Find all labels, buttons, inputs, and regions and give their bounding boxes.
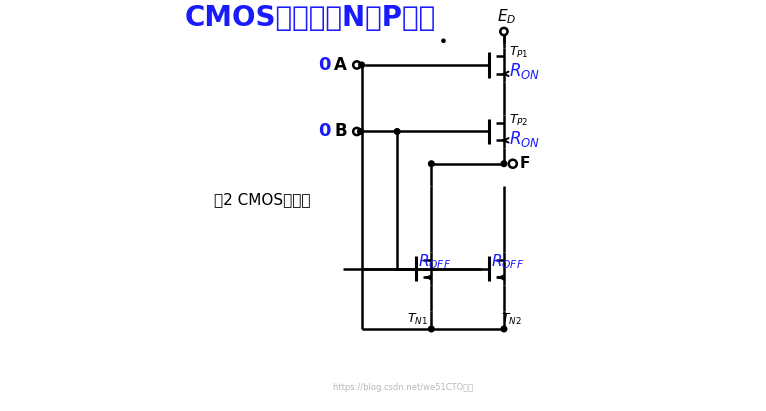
Text: $R_{OFF}$: $R_{OFF}$ (491, 252, 525, 270)
Text: $T_{N2}$: $T_{N2}$ (501, 312, 522, 327)
Text: B: B (335, 122, 347, 141)
Circle shape (509, 160, 517, 168)
Text: A: A (334, 56, 347, 74)
Text: $R_{ON}$: $R_{ON}$ (509, 61, 540, 81)
Text: CMOS或非门（N并P串）: CMOS或非门（N并P串） (185, 4, 436, 32)
Text: 图2 CMOS或非门: 图2 CMOS或非门 (214, 192, 310, 208)
Circle shape (501, 161, 507, 166)
Text: https://blog.csdn.net/we​​51CTO博客: https://blog.csdn.net/we​​51CTO博客 (333, 383, 473, 392)
Circle shape (358, 129, 363, 134)
Circle shape (500, 28, 508, 35)
Circle shape (394, 129, 400, 134)
Text: $T_{N1}$: $T_{N1}$ (407, 312, 427, 327)
Circle shape (428, 161, 434, 166)
Circle shape (428, 326, 434, 332)
Circle shape (353, 128, 361, 135)
Text: F: F (519, 156, 529, 171)
Text: 0: 0 (319, 56, 331, 74)
Circle shape (353, 61, 361, 69)
Circle shape (358, 62, 365, 68)
Text: $T_{P2}$: $T_{P2}$ (509, 113, 529, 128)
Circle shape (442, 39, 445, 42)
Text: $E_D$: $E_D$ (497, 7, 517, 26)
Text: $R_{OFF}$: $R_{OFF}$ (418, 252, 452, 270)
Text: 0: 0 (319, 122, 331, 141)
Text: $R_{ON}$: $R_{ON}$ (509, 129, 540, 149)
Circle shape (501, 326, 507, 332)
Text: $T_{P1}$: $T_{P1}$ (509, 45, 529, 60)
